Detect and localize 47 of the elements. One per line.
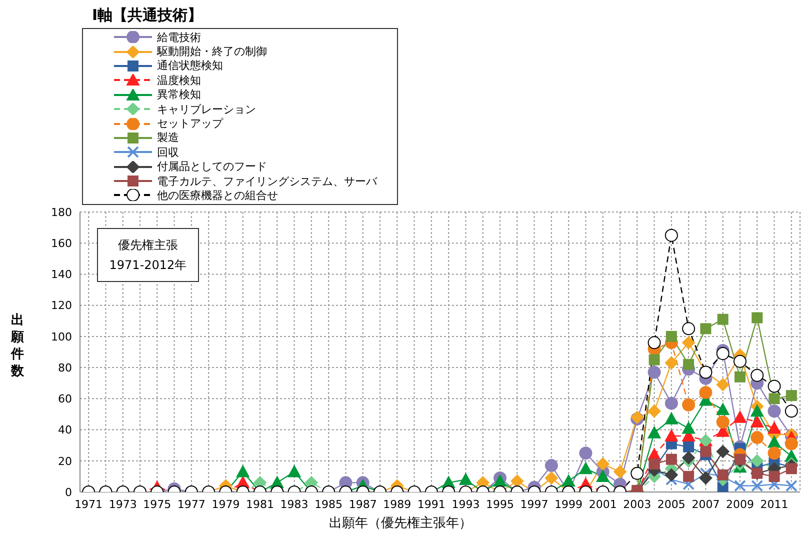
legend-label: 製造 xyxy=(157,130,179,146)
legend-label: 付属品としてのフード xyxy=(157,159,267,174)
annotation: 優先権主張 1971-2012年 xyxy=(97,228,199,282)
x-tick-label: 1983 xyxy=(280,498,308,511)
legend-label: セットアップ xyxy=(157,116,223,132)
x-tick-label: 2003 xyxy=(623,498,652,511)
y-tick-label: 120 xyxy=(51,299,72,312)
y-tick-label: 0 xyxy=(65,486,72,499)
x-tick-label: 2005 xyxy=(657,498,686,511)
x-tick-label: 1977 xyxy=(177,498,206,511)
x-tick-label: 2007 xyxy=(692,498,720,511)
y-tick-label: 180 xyxy=(51,206,72,219)
legend-label: 異常検知 xyxy=(157,87,201,102)
chart-title: Ⅰ軸【共通技術】 xyxy=(92,6,203,25)
legend-label: 他の医療機器との組合せ xyxy=(157,188,278,203)
x-tick-label: 1993 xyxy=(452,498,480,511)
legend-label: 駆動開始・終了の制御 xyxy=(157,44,267,60)
y-tick-label: 80 xyxy=(58,361,72,374)
y-tick-label: 40 xyxy=(58,424,72,437)
legend-label: 温度検知 xyxy=(157,72,201,88)
y-tick-label: 20 xyxy=(58,454,72,468)
x-tick-label: 1987 xyxy=(348,498,377,511)
x-tick-label: 1971 xyxy=(74,498,103,511)
x-tick-label: 1997 xyxy=(520,498,548,511)
x-tick-label: 1999 xyxy=(554,498,583,511)
y-tick-label: 60 xyxy=(58,392,72,406)
y-tick-label: 100 xyxy=(51,330,72,344)
x-tick-label: 1979 xyxy=(212,498,240,511)
y-tick-label: 160 xyxy=(51,237,72,250)
legend-label: キャリブレーション xyxy=(157,102,256,117)
x-tick-label: 1975 xyxy=(143,498,172,511)
x-tick-label: 1991 xyxy=(417,498,446,511)
x-tick-label: 1981 xyxy=(246,498,274,511)
x-tick-label: 2011 xyxy=(760,498,788,511)
y-tick-label: 140 xyxy=(51,268,72,282)
x-tick-label: 2001 xyxy=(588,498,617,511)
x-tick-label: 2009 xyxy=(726,498,754,511)
x-tick-label: 1973 xyxy=(108,498,137,511)
x-tick-label: 1989 xyxy=(383,498,412,511)
legend-label: 回収 xyxy=(157,144,179,160)
legend-label: 通信状態検知 xyxy=(157,58,223,74)
legend-label: 給電技術 xyxy=(157,30,201,45)
legend-label: 電子カルテ、ファイリングシステム、サーバ xyxy=(157,174,377,189)
x-tick-label: 1995 xyxy=(486,498,514,511)
x-axis-title: 出願年（優先権主張年） xyxy=(328,515,473,532)
y-axis-title: 出願件数 xyxy=(11,312,25,380)
x-tick-label: 1985 xyxy=(314,498,343,511)
